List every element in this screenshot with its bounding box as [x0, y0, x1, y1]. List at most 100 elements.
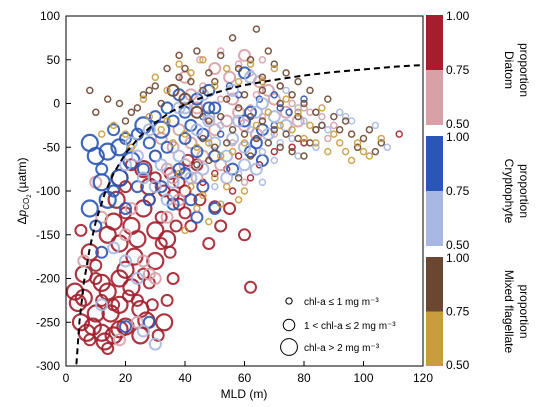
data-point-diatom-mid-52	[77, 254, 91, 268]
x-tick-label-0: 0	[63, 371, 70, 385]
data-point-mixed-high-5	[234, 64, 243, 73]
data-point-diatom-mid-38	[172, 123, 186, 137]
size-legend-label-3: chl-a > 2 mg m⁻³	[304, 343, 380, 354]
data-point-cryptophyte-mid-5	[220, 149, 234, 163]
data-point-mixed-mid-41	[121, 130, 130, 138]
data-point-cryptophyte-high-45	[216, 130, 225, 138]
data-point-cryptophyte-mid-33	[166, 175, 180, 189]
data-point-diatom-mid-44	[119, 228, 132, 242]
data-point-mixed-high-23	[347, 130, 356, 138]
data-point-mixed-mid-33	[324, 147, 332, 156]
x-axis: 0 20 40 60 80 100 120	[63, 361, 433, 385]
data-point-diatom-mid-51	[95, 210, 109, 224]
data-point-mixed-high-70	[121, 117, 130, 125]
data-point-mixed-high-42	[246, 112, 255, 121]
data-point-mixed-mid-2	[175, 60, 183, 68]
data-point-cryptophyte-mid-8	[238, 140, 251, 154]
data-point-cryptophyte-mid-49	[95, 298, 109, 312]
data-point-mixed-high-56	[294, 112, 302, 121]
data-point-mixed-high-17	[312, 108, 320, 117]
plot-points	[65, 25, 403, 355]
data-point-mixed-high-12	[282, 69, 290, 77]
data-point-mixed-mid-24	[216, 152, 225, 160]
data-point-cryptophyte-mid-50	[172, 101, 186, 115]
data-point-cryptophyte-high-21	[208, 101, 222, 115]
data-point-mixed-high-25	[359, 134, 368, 143]
data-point-cryptophyte-high-3	[98, 142, 117, 161]
data-point-diatom-mid-8	[258, 56, 267, 64]
x-tick-label-40: 40	[178, 371, 192, 385]
data-point-mixed-mid-20	[163, 117, 171, 125]
data-point-cryptophyte-high-14	[166, 114, 180, 128]
data-point-diatom-mid-1	[208, 62, 222, 75]
data-point-mixed-high-76	[246, 152, 255, 160]
data-point-mixed-high-68	[139, 91, 148, 99]
data-point-mixed-high-9	[264, 47, 273, 55]
colorbar-3-upper	[426, 257, 443, 312]
data-point-mixed-mid-1	[163, 86, 171, 95]
data-point-cryptophyte-mid-29	[142, 123, 156, 137]
data-point-cryptophyte-high-49	[276, 104, 284, 112]
data-point-mixed-mid-7	[234, 77, 243, 86]
y-tick-label--150: -150	[36, 228, 60, 242]
data-point-mixed-high-65	[222, 139, 231, 147]
data-point-mixed-mid-30	[288, 125, 296, 134]
data-point-cryptophyte-high-41	[178, 132, 192, 145]
data-point-diatom-mid-9	[261, 83, 275, 97]
data-point-mixed-mid-42	[127, 143, 136, 152]
x-tick-label-60: 60	[238, 371, 252, 385]
data-point-mixed-mid-12	[294, 108, 302, 117]
data-point-cryptophyte-mid-23	[371, 121, 380, 130]
data-point-cryptophyte-mid-14	[276, 139, 284, 147]
data-point-cryptophyte-mid-19	[312, 143, 320, 152]
data-point-mixed-mid-44	[97, 130, 106, 138]
colorbar-3-lower	[426, 311, 443, 366]
data-point-mixed-high-71	[115, 99, 124, 108]
size-legend: chl-a ≤ 1 mg m⁻³ 1 < chl-a ≤ 2 mg m⁻³ chl-…	[280, 297, 396, 356]
data-point-cryptophyte-high-29	[300, 95, 308, 103]
data-point-mixed-high-34	[199, 86, 207, 95]
data-point-cryptophyte-mid-40	[238, 158, 251, 172]
data-point-mixed-high-30	[175, 73, 183, 82]
data-point-diatom-mid-53	[226, 92, 240, 106]
data-point-mixed-mid-17	[353, 139, 362, 147]
data-point-cryptophyte-mid-31	[154, 158, 168, 172]
data-point-mixed-high-37	[216, 112, 225, 121]
data-point-mixed-mid-38	[145, 112, 154, 121]
x-tick-label-20: 20	[119, 371, 133, 385]
data-point-diatom-high-83	[255, 161, 264, 169]
data-point-cryptophyte-high-12	[152, 120, 171, 139]
data-point-cryptophyte-mid-26	[124, 136, 138, 150]
data-point-mixed-high-69	[133, 104, 142, 112]
data-point-cryptophyte-high-11	[148, 110, 162, 124]
data-point-mixed-high-43	[252, 134, 261, 143]
data-point-cryptophyte-high-1	[86, 146, 105, 166]
data-point-cryptophyte-mid-25	[119, 158, 132, 172]
data-point-mixed-high-59	[163, 64, 171, 73]
data-point-diatom-high-51	[223, 202, 237, 215]
data-point-cryptophyte-high-32	[107, 184, 121, 198]
data-point-mixed-mid-39	[157, 125, 165, 134]
data-point-diatom-mid-0	[196, 56, 204, 64]
data-point-mixed-mid-46	[187, 182, 195, 191]
data-point-mixed-mid-32	[312, 139, 320, 147]
data-point-mixed-mid-26	[240, 139, 249, 147]
data-point-mixed-high-49	[288, 147, 296, 156]
data-point-cryptophyte-mid-20	[324, 125, 332, 134]
data-point-diatom-high-31	[169, 219, 183, 233]
data-point-cryptophyte-high-53	[154, 180, 168, 194]
data-point-diatom-high-66	[95, 293, 109, 307]
data-point-diatom-high-68	[110, 295, 129, 314]
data-point-diatom-high-88	[74, 223, 88, 237]
data-point-mixed-mid-0	[151, 73, 160, 82]
data-point-cryptophyte-high-10	[142, 136, 156, 150]
data-point-mixed-mid-16	[341, 147, 350, 156]
data-point-mixed-high-58	[151, 82, 160, 90]
data-point-diatom-high-57	[134, 160, 153, 179]
data-point-diatom-high-81	[234, 152, 243, 160]
data-point-cryptophyte-mid-55	[282, 86, 290, 95]
data-point-diatom-mid-56	[306, 108, 314, 117]
data-point-mixed-high-73	[92, 108, 100, 117]
data-point-cryptophyte-high-26	[255, 95, 264, 103]
